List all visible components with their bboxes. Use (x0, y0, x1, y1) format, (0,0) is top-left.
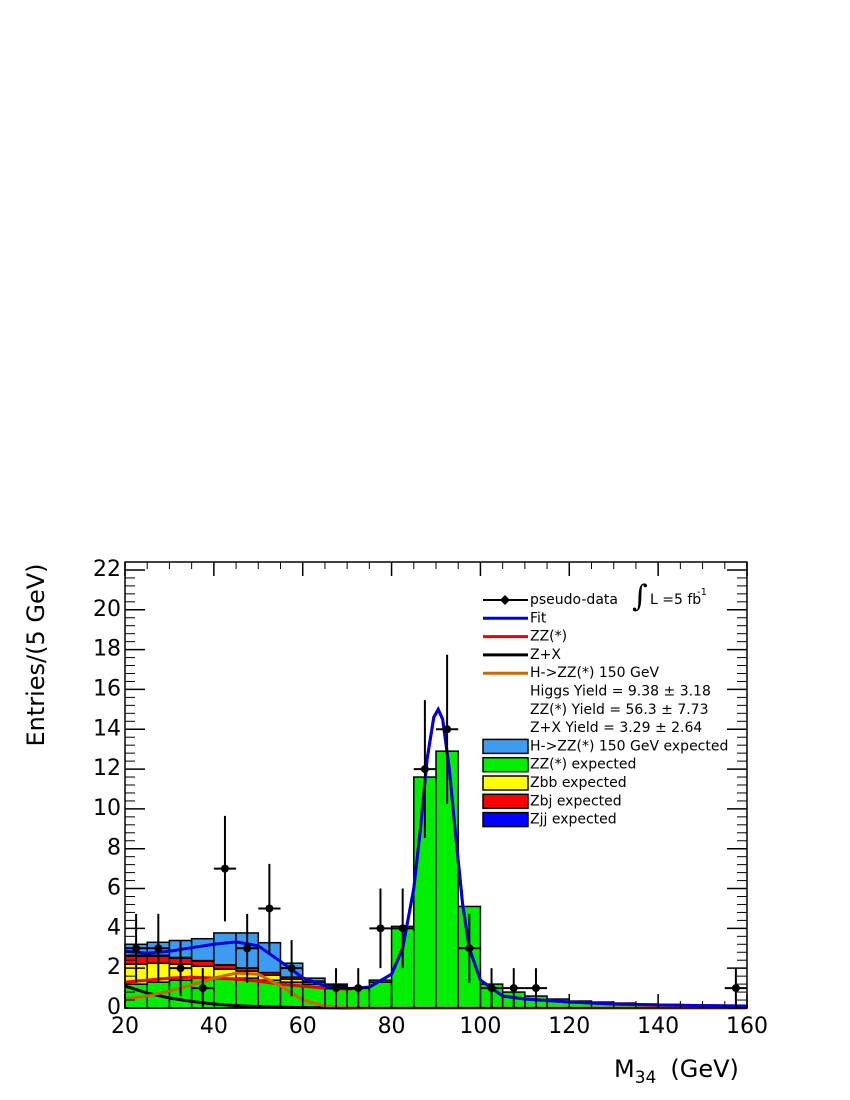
data-point (487, 984, 496, 993)
y-tick-label: 10 (93, 796, 121, 821)
data-point (420, 765, 429, 774)
legend-label: Zjj expected (530, 812, 617, 828)
y-tick-label: 2 (107, 955, 121, 980)
x-tick-label: 40 (200, 1014, 228, 1039)
legend-box (482, 775, 529, 791)
legend-label: pseudo-data (530, 592, 618, 608)
x-tick-label: 100 (459, 1014, 501, 1039)
histogram-bar (213, 932, 237, 966)
legend-marker (500, 595, 510, 605)
y-tick-label: 16 (93, 676, 121, 701)
y-tick-label: 8 (107, 836, 121, 861)
legend-box (482, 738, 529, 755)
data-point (731, 984, 740, 993)
y-tick-label: 14 (93, 716, 121, 741)
data-point (531, 984, 540, 993)
y-tick-label: 6 (107, 876, 121, 901)
data-point (509, 984, 518, 993)
lumi-sup: -1 (697, 587, 707, 598)
data-point (243, 944, 252, 953)
legend-label: Z+X (530, 647, 561, 663)
yield-text: Z+X Yield = 3.29 ± 2.64 (530, 720, 702, 736)
data-point (465, 944, 474, 953)
data-point (287, 964, 296, 973)
data-point (265, 904, 274, 913)
data-point (154, 944, 163, 953)
yield-text: Higgs Yield = 9.38 ± 3.18 (530, 684, 711, 700)
y-tick-label: 12 (93, 756, 121, 781)
legend-label: Fit (530, 610, 547, 626)
y-tick-label: 18 (93, 637, 121, 662)
x-axis-label-main: M (614, 1055, 635, 1083)
legend-label: ZZ(*) expected (530, 757, 636, 773)
legend: pseudo-data ∫ L =5 fb-1 Fit ZZ(*) Z+X H->ZZ(*)… (482, 579, 728, 828)
x-tick-label: 120 (548, 1014, 590, 1039)
legend-label: Zbj expected (530, 793, 622, 809)
data-point (176, 964, 185, 973)
legend-box (482, 811, 529, 828)
legend-label: ZZ(*) (530, 629, 567, 645)
x-tick-label: 160 (726, 1014, 768, 1039)
data-point (198, 984, 207, 993)
x-axis-label-unit: (GeV) (670, 1055, 739, 1083)
x-tick-label: 20 (111, 1014, 139, 1039)
y-tick-label: 0 (107, 995, 121, 1020)
x-axis-label-sub: 34 (635, 1068, 657, 1088)
legend-label: H->ZZ(*) 150 GeV expected (530, 738, 728, 754)
legend-label: Zbb expected (530, 775, 627, 791)
data-point (398, 924, 407, 933)
data-point (220, 864, 229, 873)
y-tick-label: 20 (93, 597, 121, 622)
lumi-text: L =5 fb (650, 592, 701, 608)
data-point (443, 725, 452, 734)
x-tick-label: 80 (378, 1014, 406, 1039)
y-tick-label: 22 (93, 557, 121, 582)
lumi-integral: ∫ (632, 579, 648, 614)
y-axis-label: Entries/(5 GeV) (22, 563, 50, 746)
y-tick-label: 4 (107, 915, 121, 940)
legend-box (482, 756, 529, 773)
data-point (132, 944, 141, 953)
x-tick-label: 140 (637, 1014, 679, 1039)
x-axis-label: M34 (GeV) (614, 1055, 739, 1088)
legend-label: H->ZZ(*) 150 GeV (530, 665, 659, 681)
yield-text: ZZ(*) Yield = 56.3 ± 7.73 (530, 702, 709, 718)
x-tick-label: 60 (289, 1014, 317, 1039)
legend-box (482, 793, 529, 810)
fit-curve (124, 705, 748, 1008)
data-point (354, 984, 363, 993)
data-point (376, 924, 385, 933)
histogram-bar (190, 937, 215, 962)
data-point (332, 984, 341, 993)
